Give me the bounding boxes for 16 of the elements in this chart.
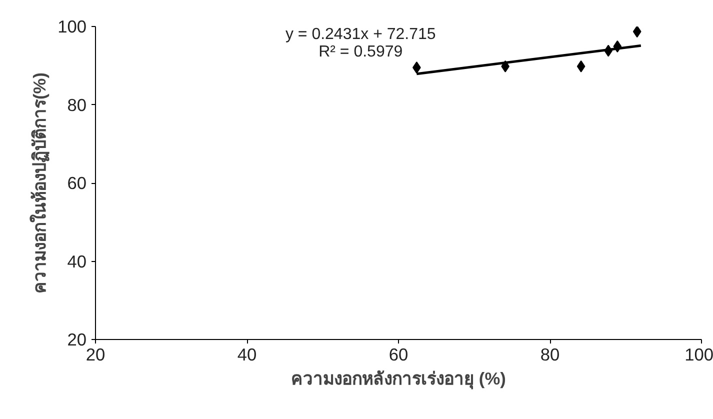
point [576, 60, 586, 72]
x-axis-title: ความงอกหลังการเร่งอายุ (%) [291, 368, 506, 390]
annotation: y = 0.2431x + 72.715 [285, 26, 436, 43]
annotation: R² = 0.5979 [318, 43, 403, 60]
x-tick-label: 100 [684, 344, 713, 364]
y-tick-label: 100 [58, 16, 87, 36]
y-tick-label: 20 [67, 330, 87, 350]
y-tick-label: 80 [67, 94, 87, 115]
point [632, 26, 642, 38]
y-tick-label: 60 [67, 173, 87, 193]
x-tick-label: 80 [540, 344, 560, 364]
x-tick-label: 20 [86, 344, 106, 364]
y-axis-title: ความงอกในห้องปฏิบัติการ(%) [28, 72, 50, 294]
y-tick-label: 40 [67, 251, 87, 272]
x-tick-label: 40 [237, 344, 257, 364]
x-tick-label: 60 [388, 344, 408, 364]
